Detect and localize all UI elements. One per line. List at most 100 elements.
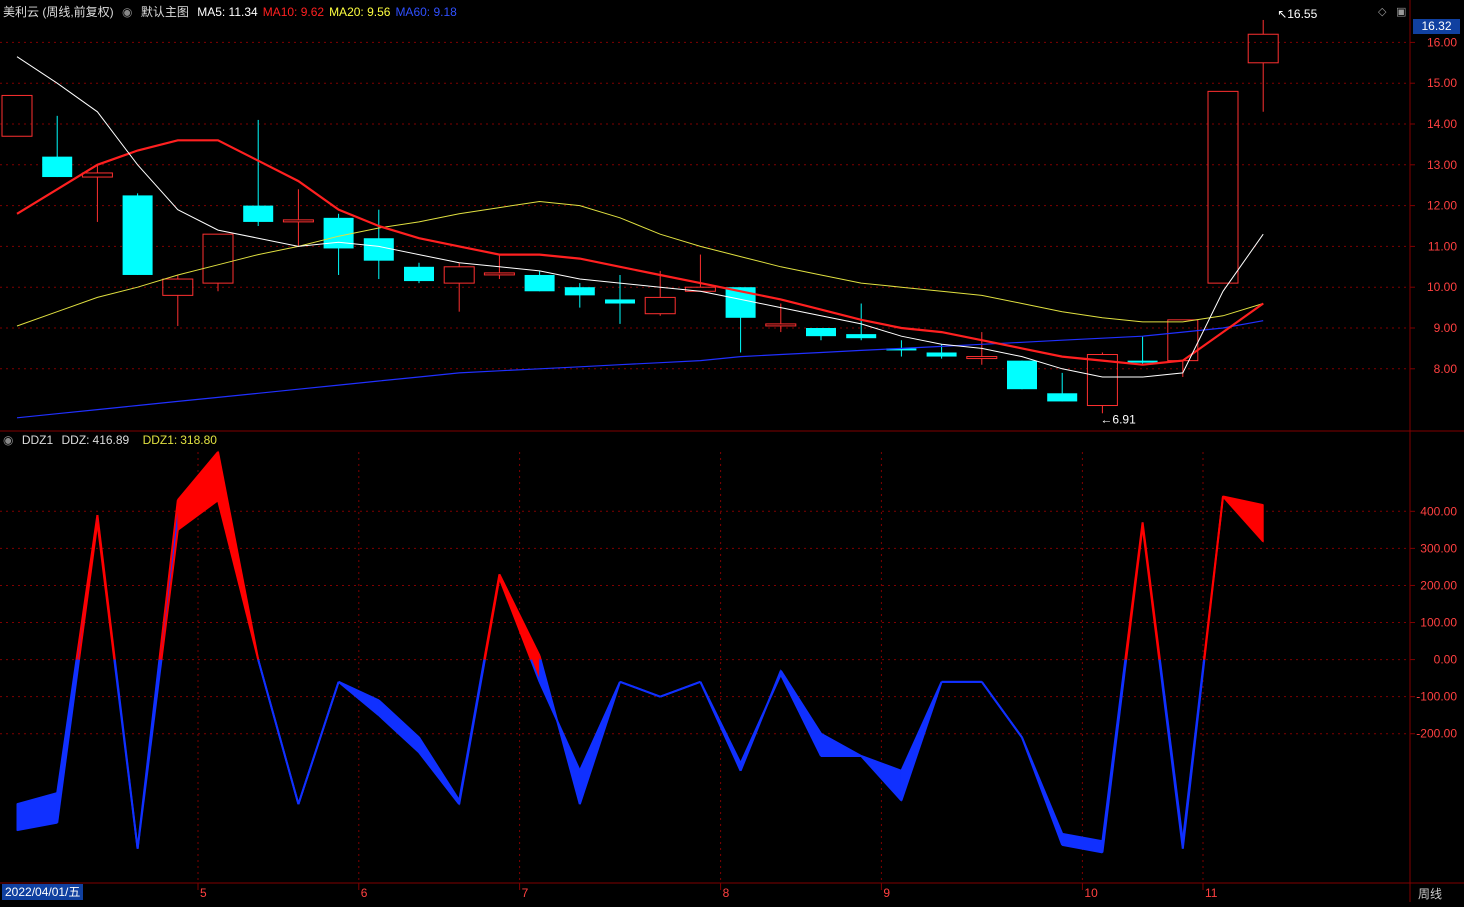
sub-y-tick-label-5: -100.00 [1416,690,1457,704]
candle-body-25 [1007,360,1037,390]
settings-toggle-icon[interactable]: ◉ [122,5,133,19]
ma-legend-3: MA60: 9.18 [395,5,457,19]
main-y-tick-label-2: 14.00 [1427,117,1457,131]
candle-body-20 [806,328,836,337]
ddz-line-b-1-2 [113,659,139,849]
period-label[interactable]: 周线 [1418,887,1443,901]
ddz-line-0-20 [820,732,862,757]
x-tick-label-3: 8 [723,886,730,900]
ddz1-label: DDZ1: 318.80 [143,433,222,447]
diamond-icon[interactable]: ◇ [1378,6,1387,18]
ddz-line-a-1-11 [458,659,486,805]
main-y-tick-label-7: 9.00 [1434,321,1458,335]
ddz-line-1-7 [297,681,340,805]
ddz-line-1-21 [860,755,902,772]
ma-legend: MA5: 11.34 MA10: 9.62 MA20: 9.56 MA60: 9.18 [197,5,462,19]
candle-body-9 [363,238,394,261]
ddz-line-1-14 [578,681,621,772]
x-tick-label-0: 5 [200,886,207,900]
x-tick-label-5: 10 [1084,886,1098,900]
indicator-name[interactable]: DDZ1 [21,433,54,447]
candle-body-15 [605,299,635,304]
ddz-line-0-30 [1222,495,1264,507]
candle-body-11 [443,266,475,284]
candle-body-24 [966,356,998,360]
candle-body-28 [1127,360,1158,363]
candle-body-21 [846,334,877,339]
candle-body-26 [1047,393,1078,402]
ddz-line-0-22 [900,681,943,801]
main-y-tick-label-6: 10.00 [1427,280,1457,294]
ddz-line-0-19 [779,670,822,735]
ma5-line [16,56,1264,378]
main-y-tick-label-5: 11.00 [1428,239,1457,253]
ma60-line [16,320,1264,419]
ma-legend-2: MA20: 9.56 [329,5,391,19]
candle-body-7 [282,219,314,223]
ddz-line-0-14 [578,681,621,805]
ddz-line-1-8 [337,681,380,716]
ddz-line-a-1-27 [1101,659,1128,853]
ddz-line-b-0-13 [539,659,581,805]
sub-y-tick-label-2: 200.00 [1420,578,1457,592]
main-chart-label[interactable]: 默认主图 [140,5,189,19]
main-y-tick-label-0: 16.00 [1427,35,1457,49]
ddz-line-a-1-3 [136,659,163,849]
ddz-line-1-22 [900,681,943,772]
indicator-toggle-icon[interactable]: ◉ [3,433,14,447]
candle-body-1 [42,156,73,178]
ddz-line-1-0 [16,792,58,806]
ddz-line-a-1-12 [498,577,532,660]
sub-y-tick-label-1: 300.00 [1420,541,1457,555]
main-y-tick-label-3: 13.00 [1427,158,1457,172]
candle-body-3 [122,195,153,275]
collapse-icon[interactable]: ▣ [1396,6,1407,18]
ma-legend-1: MA10: 9.62 [262,5,325,19]
stock-name[interactable]: 美利云 (周线,前复权) [3,5,114,19]
ddz-label-text: DDZ: [61,433,90,447]
x-tick-label-6: 11 [1205,886,1218,900]
ddz-line-1-26 [1062,843,1103,854]
ddz-line-a-1-29 [1181,659,1206,849]
candle-body-27 [1086,354,1118,407]
ddz-line-0-0 [16,821,58,832]
ddz-line-b-1-3 [160,529,179,660]
ddz-line-b-0-1 [78,522,99,660]
date-label: 2022/04/01/五 [2,884,84,900]
ddz-line-1-19 [779,673,822,757]
ddz-line-1-30 [1222,495,1264,543]
grid-lines [0,41,1410,882]
candle-body-13 [524,274,555,292]
ddz-line-b-1-11 [483,577,501,660]
ddz-line-1-24 [980,681,1023,739]
ddz-indicator-chart [16,450,1264,854]
ddz-line-1-17 [699,681,742,764]
candle-body-6 [243,205,274,222]
ddz-line-1-4 [177,499,219,531]
x-tick-label-2: 7 [522,886,529,900]
ddz-line-b-1-1 [75,514,99,660]
x-tick-label-1: 6 [361,886,368,900]
main-y-tick-label-8: 8.00 [1434,362,1458,376]
ddz-line-0-12 [498,573,541,657]
candle-body-5 [202,233,234,284]
price-annotation-1: ←6.91 [1100,412,1136,426]
ddz-line-1-15 [619,680,661,698]
main-price-chart: ↖16.55 ←6.91 [1,7,1318,426]
x-tick-label-4: 9 [883,886,890,900]
ddz-line-a-0-13 [538,655,542,660]
ddz-line-0-9 [378,699,420,739]
ddz-line-b-1-6 [257,659,300,805]
ddz-line-1-18 [739,674,782,764]
candle-body-2 [81,172,113,178]
candle-body-16 [644,296,676,315]
ddz-line-b-0-3 [158,500,179,660]
ddz1-value: 318.80 [180,433,217,447]
main-y-tick-label-1: 15.00 [1427,76,1457,90]
ddz-line-0-21 [860,755,903,802]
ma20-line [16,200,1264,327]
candle-body-23 [926,352,957,357]
